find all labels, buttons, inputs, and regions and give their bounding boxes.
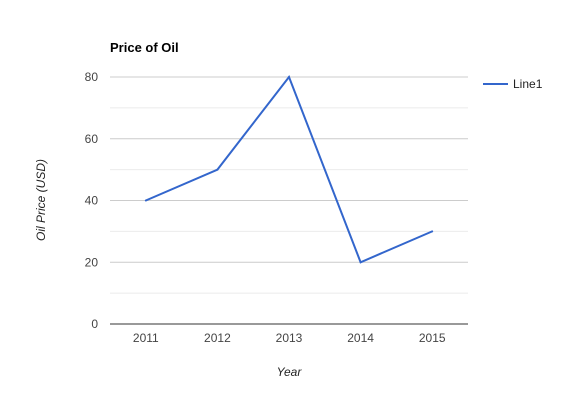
y-tick-label: 0 xyxy=(91,317,98,331)
y-tick-label: 20 xyxy=(85,255,99,269)
chart-title: Price of Oil xyxy=(110,40,179,55)
x-tick-label: 2011 xyxy=(133,331,159,345)
y-tick-label: 60 xyxy=(85,132,99,146)
x-tick-label: 2014 xyxy=(347,331,374,345)
data-point xyxy=(216,168,219,171)
gridlines xyxy=(110,76,468,325)
y-tick-label: 80 xyxy=(85,70,99,84)
legend: Line1 xyxy=(483,77,543,91)
x-axis-ticks: 2011 2012 2013 2014 2015 xyxy=(133,331,446,345)
data-point xyxy=(359,261,362,264)
series-group xyxy=(144,74,434,264)
x-tick-label: 2012 xyxy=(204,331,231,345)
x-tick-label: 2013 xyxy=(276,331,303,345)
y-tick-label: 40 xyxy=(85,194,99,208)
y-axis-ticks: 0 20 40 60 80 xyxy=(85,70,99,331)
x-axis-label: Year xyxy=(277,365,303,379)
y-axis-label: Oil Price (USD) xyxy=(34,159,48,241)
data-point xyxy=(144,199,147,202)
x-tick-label: 2015 xyxy=(419,331,446,345)
data-point xyxy=(288,76,290,78)
data-point xyxy=(431,230,434,233)
legend-label-line1: Line1 xyxy=(513,77,543,91)
